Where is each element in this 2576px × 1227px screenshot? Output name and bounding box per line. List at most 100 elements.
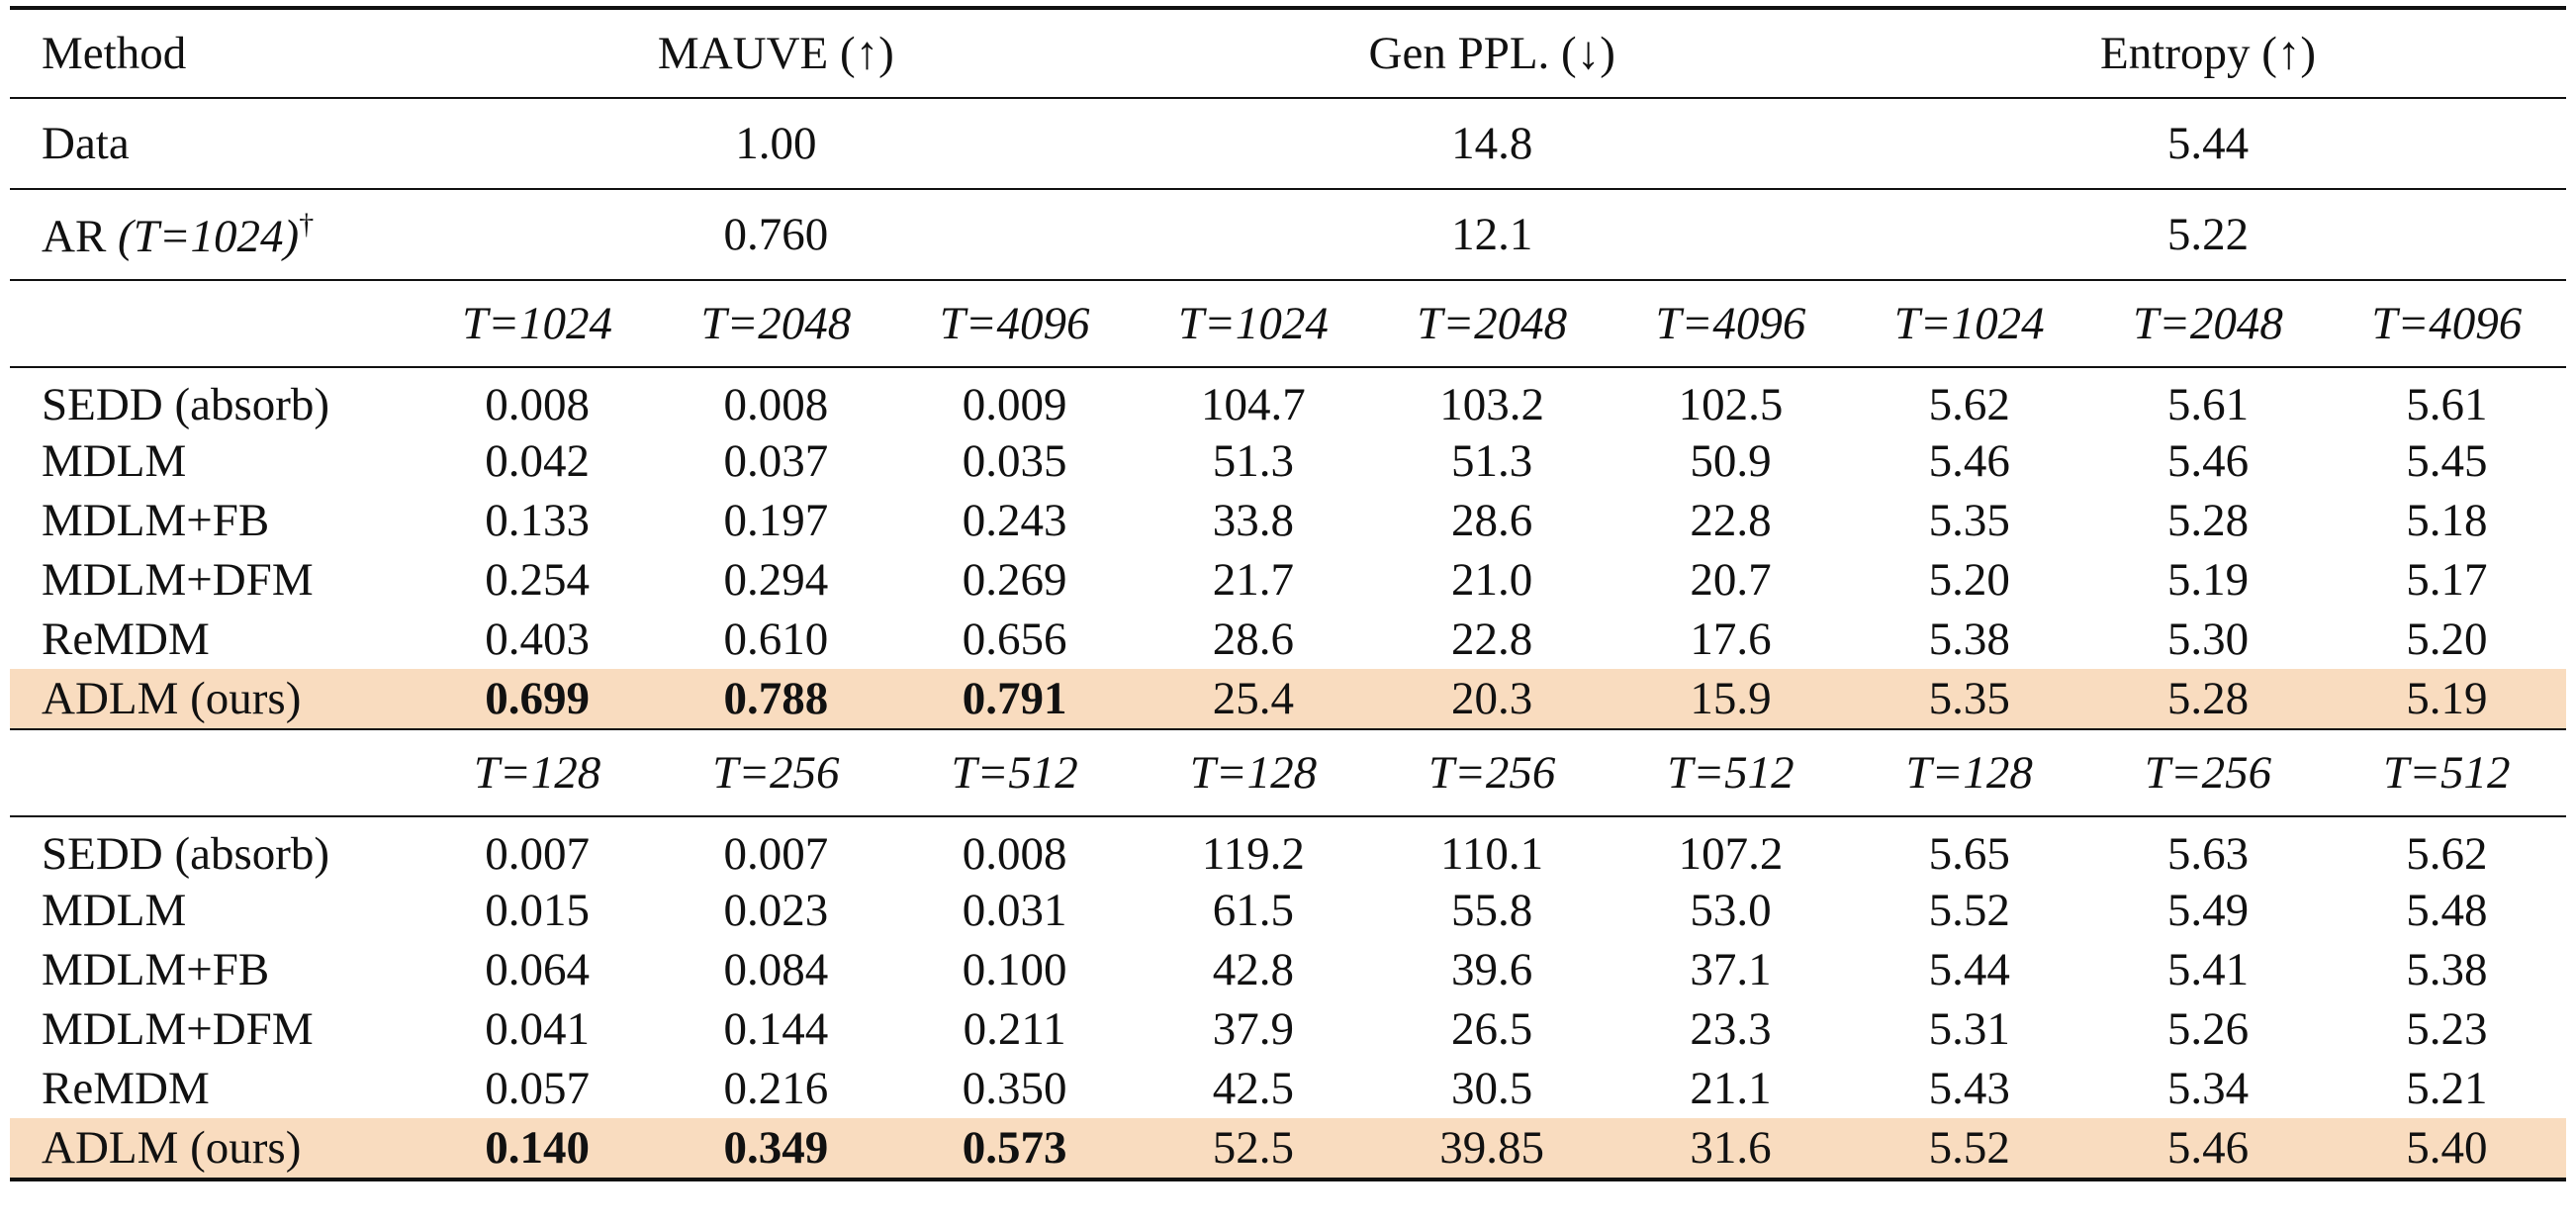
value-cell: 0.042 bbox=[485, 434, 590, 487]
value-cell: 5.35 bbox=[1850, 669, 2089, 730]
value-cell: 5.52 bbox=[1850, 1118, 2089, 1181]
method-name: ReMDM bbox=[42, 613, 210, 665]
value-cell: 51.3 bbox=[1212, 434, 1295, 487]
ar-row: AR (T=1024)† 0.760 12.1 5.22 bbox=[10, 189, 2566, 281]
value-cell: 5.28 bbox=[2166, 494, 2250, 546]
method-name: MDLM+FB bbox=[42, 943, 270, 995]
value-cell: 5.41 bbox=[2166, 943, 2250, 995]
empty-cell bbox=[10, 280, 418, 368]
value-cell: 0.064 bbox=[485, 943, 590, 995]
value-cell: 51.3 bbox=[1451, 434, 1533, 487]
value-cell: 0.008 bbox=[485, 378, 590, 430]
ar-entropy: 5.22 bbox=[1850, 189, 2566, 281]
table-row: MDLM+FB 0.064 0.084 0.100 42.8 39.6 37.1… bbox=[10, 940, 2566, 999]
value-cell: 5.23 bbox=[2406, 1002, 2488, 1055]
value-cell: 50.9 bbox=[1690, 434, 1772, 487]
value-cell: 5.38 bbox=[2406, 943, 2488, 995]
header-mauve: MAUVE (↑) bbox=[417, 6, 1135, 99]
header-gen-ppl: Gen PPL. (↓) bbox=[1134, 6, 1851, 99]
value-cell: 26.5 bbox=[1451, 1002, 1533, 1055]
method-name: ReMDM bbox=[42, 1062, 210, 1114]
value-cell: 0.144 bbox=[723, 1002, 829, 1055]
value-cell: 5.40 bbox=[2327, 1118, 2566, 1181]
method-name: SEDD (absorb) bbox=[42, 827, 330, 880]
table-row: MDLM+DFM 0.254 0.294 0.269 21.7 21.0 20.… bbox=[10, 550, 2566, 610]
value-cell: 39.6 bbox=[1451, 943, 1533, 995]
method-name: MDLM+FB bbox=[42, 494, 270, 546]
value-cell: 0.350 bbox=[962, 1062, 1067, 1114]
value-cell: 5.46 bbox=[2088, 1118, 2328, 1181]
value-cell: 0.610 bbox=[723, 613, 829, 665]
value-cell: 107.2 bbox=[1678, 827, 1784, 880]
value-cell: 0.031 bbox=[962, 884, 1067, 936]
value-cell: 30.5 bbox=[1451, 1062, 1533, 1114]
step-label: T=512 bbox=[1610, 729, 1851, 817]
value-cell: 0.057 bbox=[485, 1062, 590, 1114]
value-cell: 110.1 bbox=[1440, 827, 1544, 880]
value-cell: 5.46 bbox=[1928, 434, 2010, 487]
value-cell: 5.38 bbox=[1928, 613, 2010, 665]
step-label: T=128 bbox=[417, 729, 657, 817]
value-cell: 22.8 bbox=[1451, 613, 1533, 665]
best-value-cell: 0.140 bbox=[417, 1118, 657, 1181]
value-cell: 0.008 bbox=[723, 378, 829, 430]
step-label: T=512 bbox=[2327, 729, 2566, 817]
best-value-cell: 0.573 bbox=[895, 1118, 1135, 1181]
value-cell: 25.4 bbox=[1134, 669, 1373, 730]
step-label: T=4096 bbox=[1610, 280, 1851, 368]
step-label: T=256 bbox=[1372, 729, 1611, 817]
value-cell: 55.8 bbox=[1451, 884, 1533, 936]
value-cell: 5.49 bbox=[2166, 884, 2250, 936]
value-cell: 5.28 bbox=[2088, 669, 2328, 730]
value-cell: 0.211 bbox=[963, 1002, 1066, 1055]
step-label: T=2048 bbox=[1372, 280, 1611, 368]
value-cell: 119.2 bbox=[1201, 827, 1305, 880]
highlighted-row-ours: ADLM (ours) 0.699 0.788 0.791 25.4 20.3 … bbox=[10, 669, 2566, 730]
value-cell: 5.62 bbox=[1928, 378, 2010, 430]
results-table-container: Method MAUVE (↑) Gen PPL. (↓) Entropy (↑… bbox=[10, 6, 2566, 1181]
results-table: Method MAUVE (↑) Gen PPL. (↓) Entropy (↑… bbox=[10, 6, 2566, 1181]
value-cell: 61.5 bbox=[1212, 884, 1295, 936]
value-cell: 102.5 bbox=[1678, 378, 1784, 430]
value-cell: 5.48 bbox=[2406, 884, 2488, 936]
value-cell: 21.7 bbox=[1212, 553, 1295, 606]
best-value-cell: 0.699 bbox=[417, 669, 657, 730]
value-cell: 0.007 bbox=[723, 827, 829, 880]
value-cell: 37.9 bbox=[1212, 1002, 1295, 1055]
data-mauve: 1.00 bbox=[417, 98, 1135, 190]
value-cell: 0.041 bbox=[485, 1002, 590, 1055]
value-cell: 0.007 bbox=[485, 827, 590, 880]
value-cell: 5.61 bbox=[2406, 378, 2488, 430]
step-label: T=2048 bbox=[2088, 280, 2328, 368]
value-cell: 5.30 bbox=[2166, 613, 2250, 665]
value-cell: 0.656 bbox=[962, 613, 1067, 665]
data-entropy: 5.44 bbox=[1850, 98, 2566, 190]
value-cell: 17.6 bbox=[1690, 613, 1772, 665]
data-reference-row: Data 1.00 14.8 5.44 bbox=[10, 98, 2566, 190]
method-name: MDLM bbox=[42, 434, 187, 487]
value-cell: 5.46 bbox=[2166, 434, 2250, 487]
value-cell: 5.65 bbox=[1928, 827, 2010, 880]
value-cell: 104.7 bbox=[1201, 378, 1306, 430]
value-cell: 22.8 bbox=[1690, 494, 1772, 546]
table-row: MDLM+FB 0.133 0.197 0.243 33.8 28.6 22.8… bbox=[10, 491, 2566, 550]
ar-gen-ppl: 12.1 bbox=[1134, 189, 1851, 281]
value-cell: 5.43 bbox=[1928, 1062, 2010, 1114]
value-cell: 5.17 bbox=[2406, 553, 2488, 606]
value-cell: 5.31 bbox=[1928, 1002, 2010, 1055]
value-cell: 52.5 bbox=[1134, 1118, 1373, 1181]
data-gen-ppl: 14.8 bbox=[1134, 98, 1851, 190]
value-cell: 0.133 bbox=[485, 494, 590, 546]
step-label: T=4096 bbox=[895, 280, 1135, 368]
header-row: Method MAUVE (↑) Gen PPL. (↓) Entropy (↑… bbox=[10, 6, 2566, 99]
highlighted-row-ours: ADLM (ours) 0.140 0.349 0.573 52.5 39.85… bbox=[10, 1118, 2566, 1181]
value-cell: 0.009 bbox=[962, 378, 1067, 430]
table-row: MDLM+DFM 0.041 0.144 0.211 37.9 26.5 23.… bbox=[10, 999, 2566, 1059]
value-cell: 39.85 bbox=[1372, 1118, 1611, 1181]
value-cell: 0.216 bbox=[723, 1062, 829, 1114]
step-label: T=256 bbox=[2088, 729, 2328, 817]
value-cell: 0.023 bbox=[723, 884, 829, 936]
row-label: Data bbox=[10, 98, 418, 190]
value-cell: 21.0 bbox=[1451, 553, 1533, 606]
table-row: MDLM 0.015 0.023 0.031 61.5 55.8 53.0 5.… bbox=[10, 881, 2566, 940]
